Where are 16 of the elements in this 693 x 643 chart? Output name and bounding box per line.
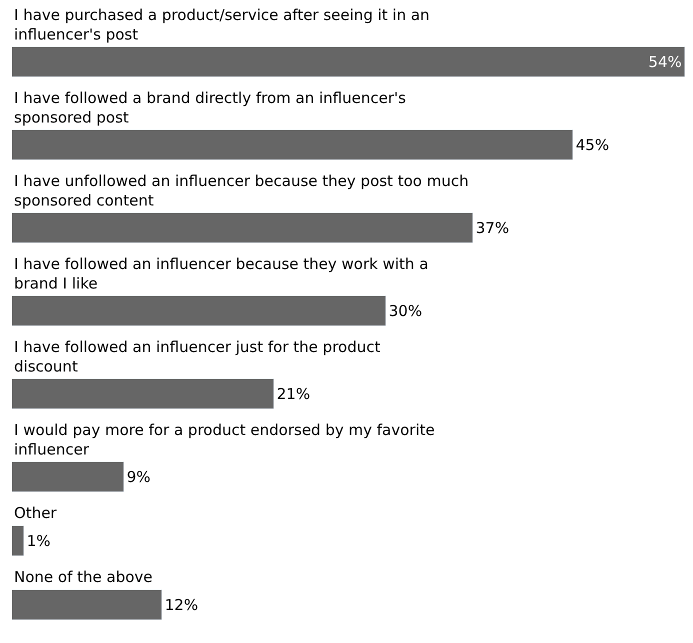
data-label: 30%: [388, 302, 422, 320]
y-tick-label: I have unfollowed an influencer because they post too much sponsored content: [14, 172, 469, 210]
y-tick-label: I have purchased a product/service after seeing it in an influencer's post: [14, 6, 430, 44]
data-label: 1%: [26, 532, 51, 550]
data-label: 37%: [476, 218, 510, 237]
data-label: 12%: [164, 596, 198, 614]
y-tick-label: I have followed a brand directly from an influencer's sponsored post: [14, 89, 406, 126]
y-tick-label: I would pay more for a product endorsed by my favorite influencer: [14, 421, 435, 458]
y-tick-label: I have followed an influencer just for the product discount: [14, 338, 380, 376]
y-tick-label: Other: [14, 504, 58, 522]
data-label: 54%: [648, 52, 682, 71]
data-label: 9%: [126, 468, 151, 486]
y-tick-label: None of the above: [14, 568, 153, 586]
y-tick-label: I have followed an influencer because they work with a brand I like: [14, 255, 428, 292]
data-label: 45%: [576, 136, 610, 154]
data-label: 21%: [276, 384, 310, 403]
